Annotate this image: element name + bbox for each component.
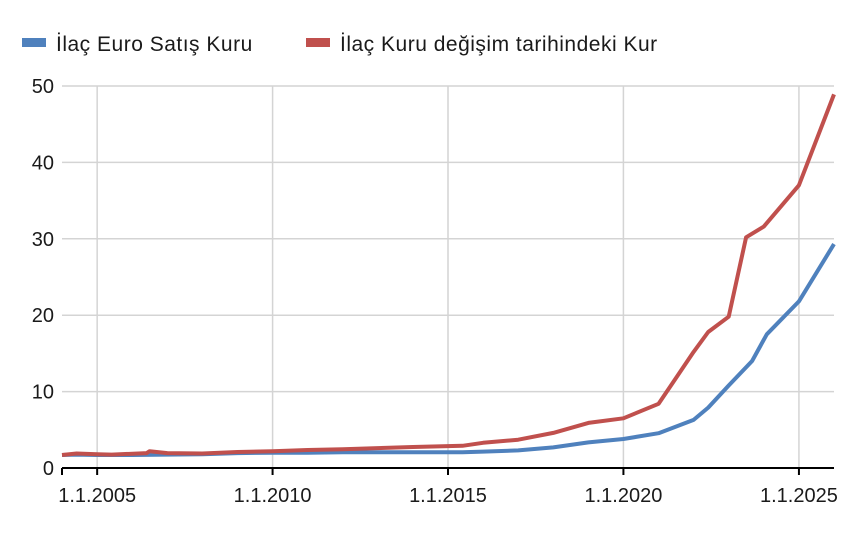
- y-tick-label: 30: [32, 229, 54, 251]
- y-tick-label: 10: [32, 382, 54, 404]
- grid-lines: [62, 85, 834, 468]
- y-tick-label: 20: [32, 305, 54, 327]
- legend-label-ilac-kuru-degisim: İlaç Kuru değişim tarihindeki Kur: [340, 33, 658, 56]
- series-lines: [61, 93, 836, 457]
- x-tick-label: 1.1.2020: [584, 485, 662, 507]
- y-tick-label: 40: [32, 152, 54, 174]
- x-tick-label: 1.1.2010: [234, 485, 312, 507]
- legend-label-ilac-euro-satis-kuru: İlaç Euro Satış Kuru: [56, 33, 253, 56]
- series-line-1: [61, 93, 836, 457]
- tick-labels: 0 10 20 30 40 50 1.1.2005 1.1.2010 1.1.2015 1.1.2…: [32, 76, 838, 507]
- chart-legend: İlaç Euro Satış Kuru İlaç Kuru değişim t…: [22, 33, 658, 56]
- legend-swatch-ilac-euro-satis-kuru: [22, 38, 46, 47]
- legend-swatch-ilac-kuru-degisim: [306, 38, 330, 47]
- y-tick-label: 0: [43, 458, 54, 480]
- axes: [61, 467, 834, 475]
- x-tick-label: 1.1.2015: [409, 485, 487, 507]
- y-tick-label: 50: [32, 76, 54, 98]
- x-tick-label: 1.1.2025: [760, 485, 838, 507]
- x-tick-label: 1.1.2005: [58, 485, 136, 507]
